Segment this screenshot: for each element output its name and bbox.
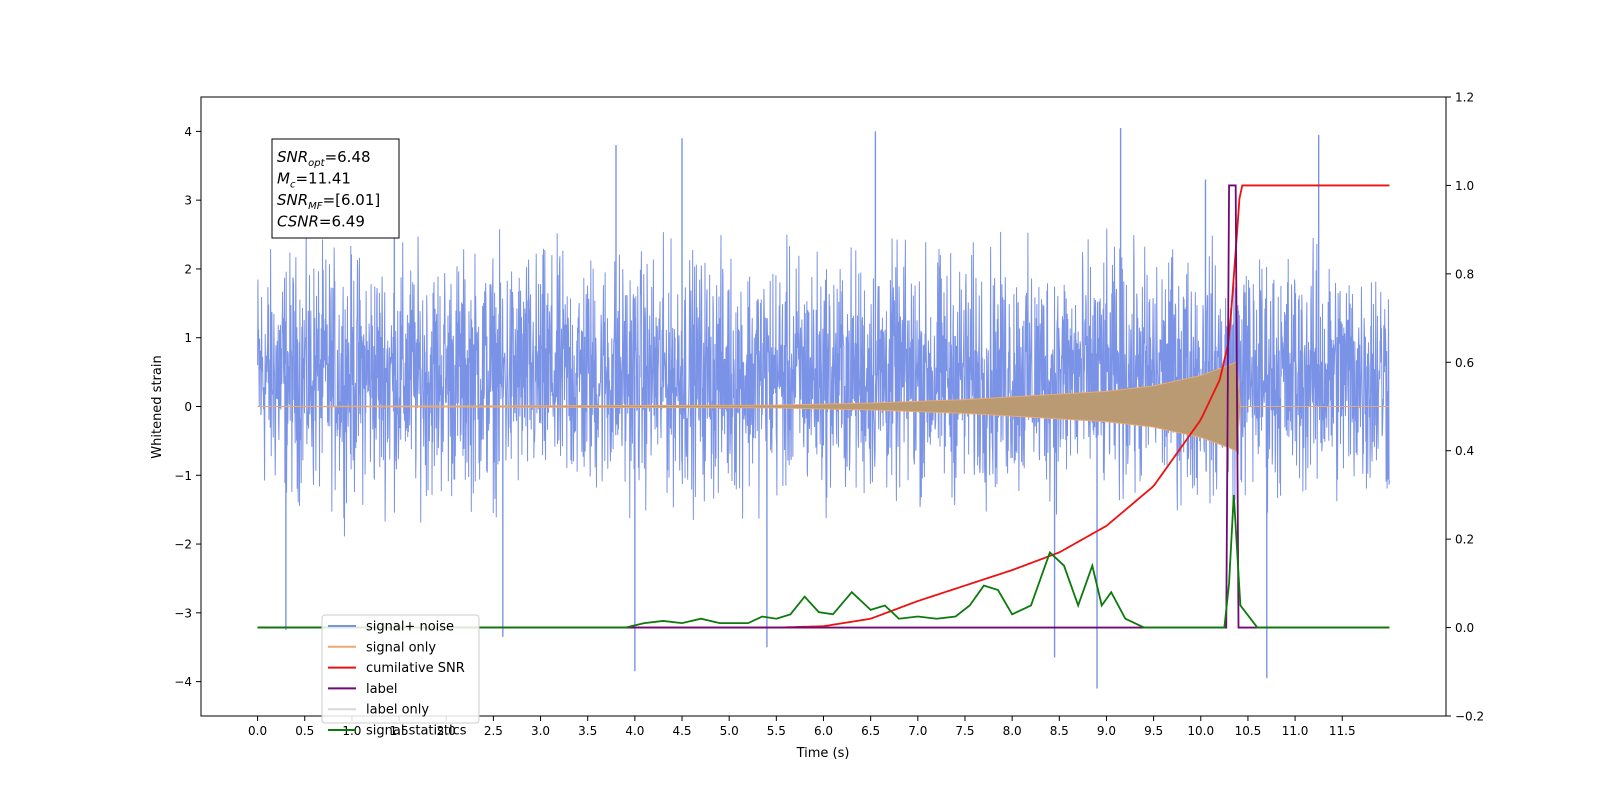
- legend-entry-label: label: [366, 682, 397, 697]
- x-tick-label: 3.0: [531, 724, 550, 738]
- y-tick-label: −4: [174, 675, 192, 689]
- x-tick-label: 6.5: [861, 724, 880, 738]
- y-tick-label: −1: [174, 469, 192, 483]
- y-axis-left: −4 −3 −2 −1 0 1 2 3 4: [174, 125, 201, 689]
- x-tick-label: 5.5: [767, 724, 786, 738]
- y2-tick-label: 1.0: [1455, 179, 1474, 193]
- legend-entry-label: cumilative SNR: [366, 661, 465, 676]
- x-tick-label: 10.5: [1235, 724, 1262, 738]
- x-tick-label: 5.0: [720, 724, 739, 738]
- x-tick-label: 11.0: [1282, 724, 1309, 738]
- y2-tick-label: 0.0: [1455, 621, 1474, 635]
- x-tick-label: 4.0: [625, 724, 644, 738]
- y2-tick-label: 0.2: [1455, 533, 1474, 547]
- x-tick-label: 9.5: [1144, 724, 1163, 738]
- x-tick-label: 1.5: [390, 724, 409, 738]
- y-tick-label: 1: [184, 331, 192, 345]
- x-tick-label: 8.0: [1003, 724, 1022, 738]
- y2-tick-label: 1.2: [1455, 91, 1474, 105]
- annotation-line: CSNR=6.49: [277, 213, 365, 231]
- y-tick-label: 0: [184, 400, 192, 414]
- x-tick-label: 9.0: [1097, 724, 1116, 738]
- y-tick-label: 4: [184, 125, 192, 139]
- legend-frame: [321, 614, 480, 724]
- series-layer: [257, 127, 1390, 689]
- legend: signal+ noise signal only cumilative SNR la…: [321, 614, 480, 739]
- y-tick-label: −2: [174, 538, 192, 552]
- x-tick-label: 0.5: [295, 724, 314, 738]
- series-1: [257, 361, 1390, 452]
- y2-tick-label: 0.4: [1455, 444, 1474, 458]
- y2-tick-label: 0.6: [1455, 356, 1474, 370]
- x-tick-label: 7.0: [908, 724, 927, 738]
- legend-entry-label: signal only: [366, 640, 436, 655]
- series-5: [257, 494, 1390, 629]
- y-tick-label: −3: [174, 606, 192, 620]
- annotation-frame: [271, 138, 400, 239]
- annotation-line: SNRMF=[6.01]: [277, 191, 380, 212]
- annotation-line: SNRopt=6.48: [277, 148, 371, 169]
- y-tick-label: 2: [184, 262, 192, 276]
- annotation-line: Mc=11.41: [277, 170, 351, 191]
- x-tick-label: 2.0: [437, 724, 456, 738]
- x-tick-label: 6.0: [814, 724, 833, 738]
- x-axis-label: Time (s): [796, 746, 850, 761]
- y2-tick-label: −0.2: [1455, 710, 1484, 724]
- x-tick-label: 7.5: [955, 724, 974, 738]
- legend-entry-label: signal+ noise: [366, 620, 454, 635]
- y2-tick-label: 0.8: [1455, 267, 1474, 281]
- y-axis-right: −0.2 0.0 0.2 0.4 0.6 0.8 1.0 1.2: [1446, 91, 1484, 724]
- x-tick-label: 10.0: [1187, 724, 1214, 738]
- legend-entry-label: label only: [366, 703, 429, 718]
- y-tick-label: 3: [184, 194, 192, 208]
- x-tick-label: 3.5: [578, 724, 597, 738]
- x-axis: 0.00.51.01.52.02.53.03.54.04.55.05.56.06…: [248, 716, 1356, 738]
- signal-envelope: [257, 361, 1390, 452]
- x-tick-label: 8.5: [1050, 724, 1069, 738]
- x-tick-label: 11.5: [1329, 724, 1356, 738]
- series-line: [257, 494, 1390, 629]
- y-axis-label: Whitened strain: [150, 355, 165, 458]
- x-tick-label: 4.5: [672, 724, 691, 738]
- x-tick-label: 0.0: [248, 724, 267, 738]
- x-tick-label: 2.5: [484, 724, 503, 738]
- legend-entry-label: signal statistics: [366, 724, 467, 739]
